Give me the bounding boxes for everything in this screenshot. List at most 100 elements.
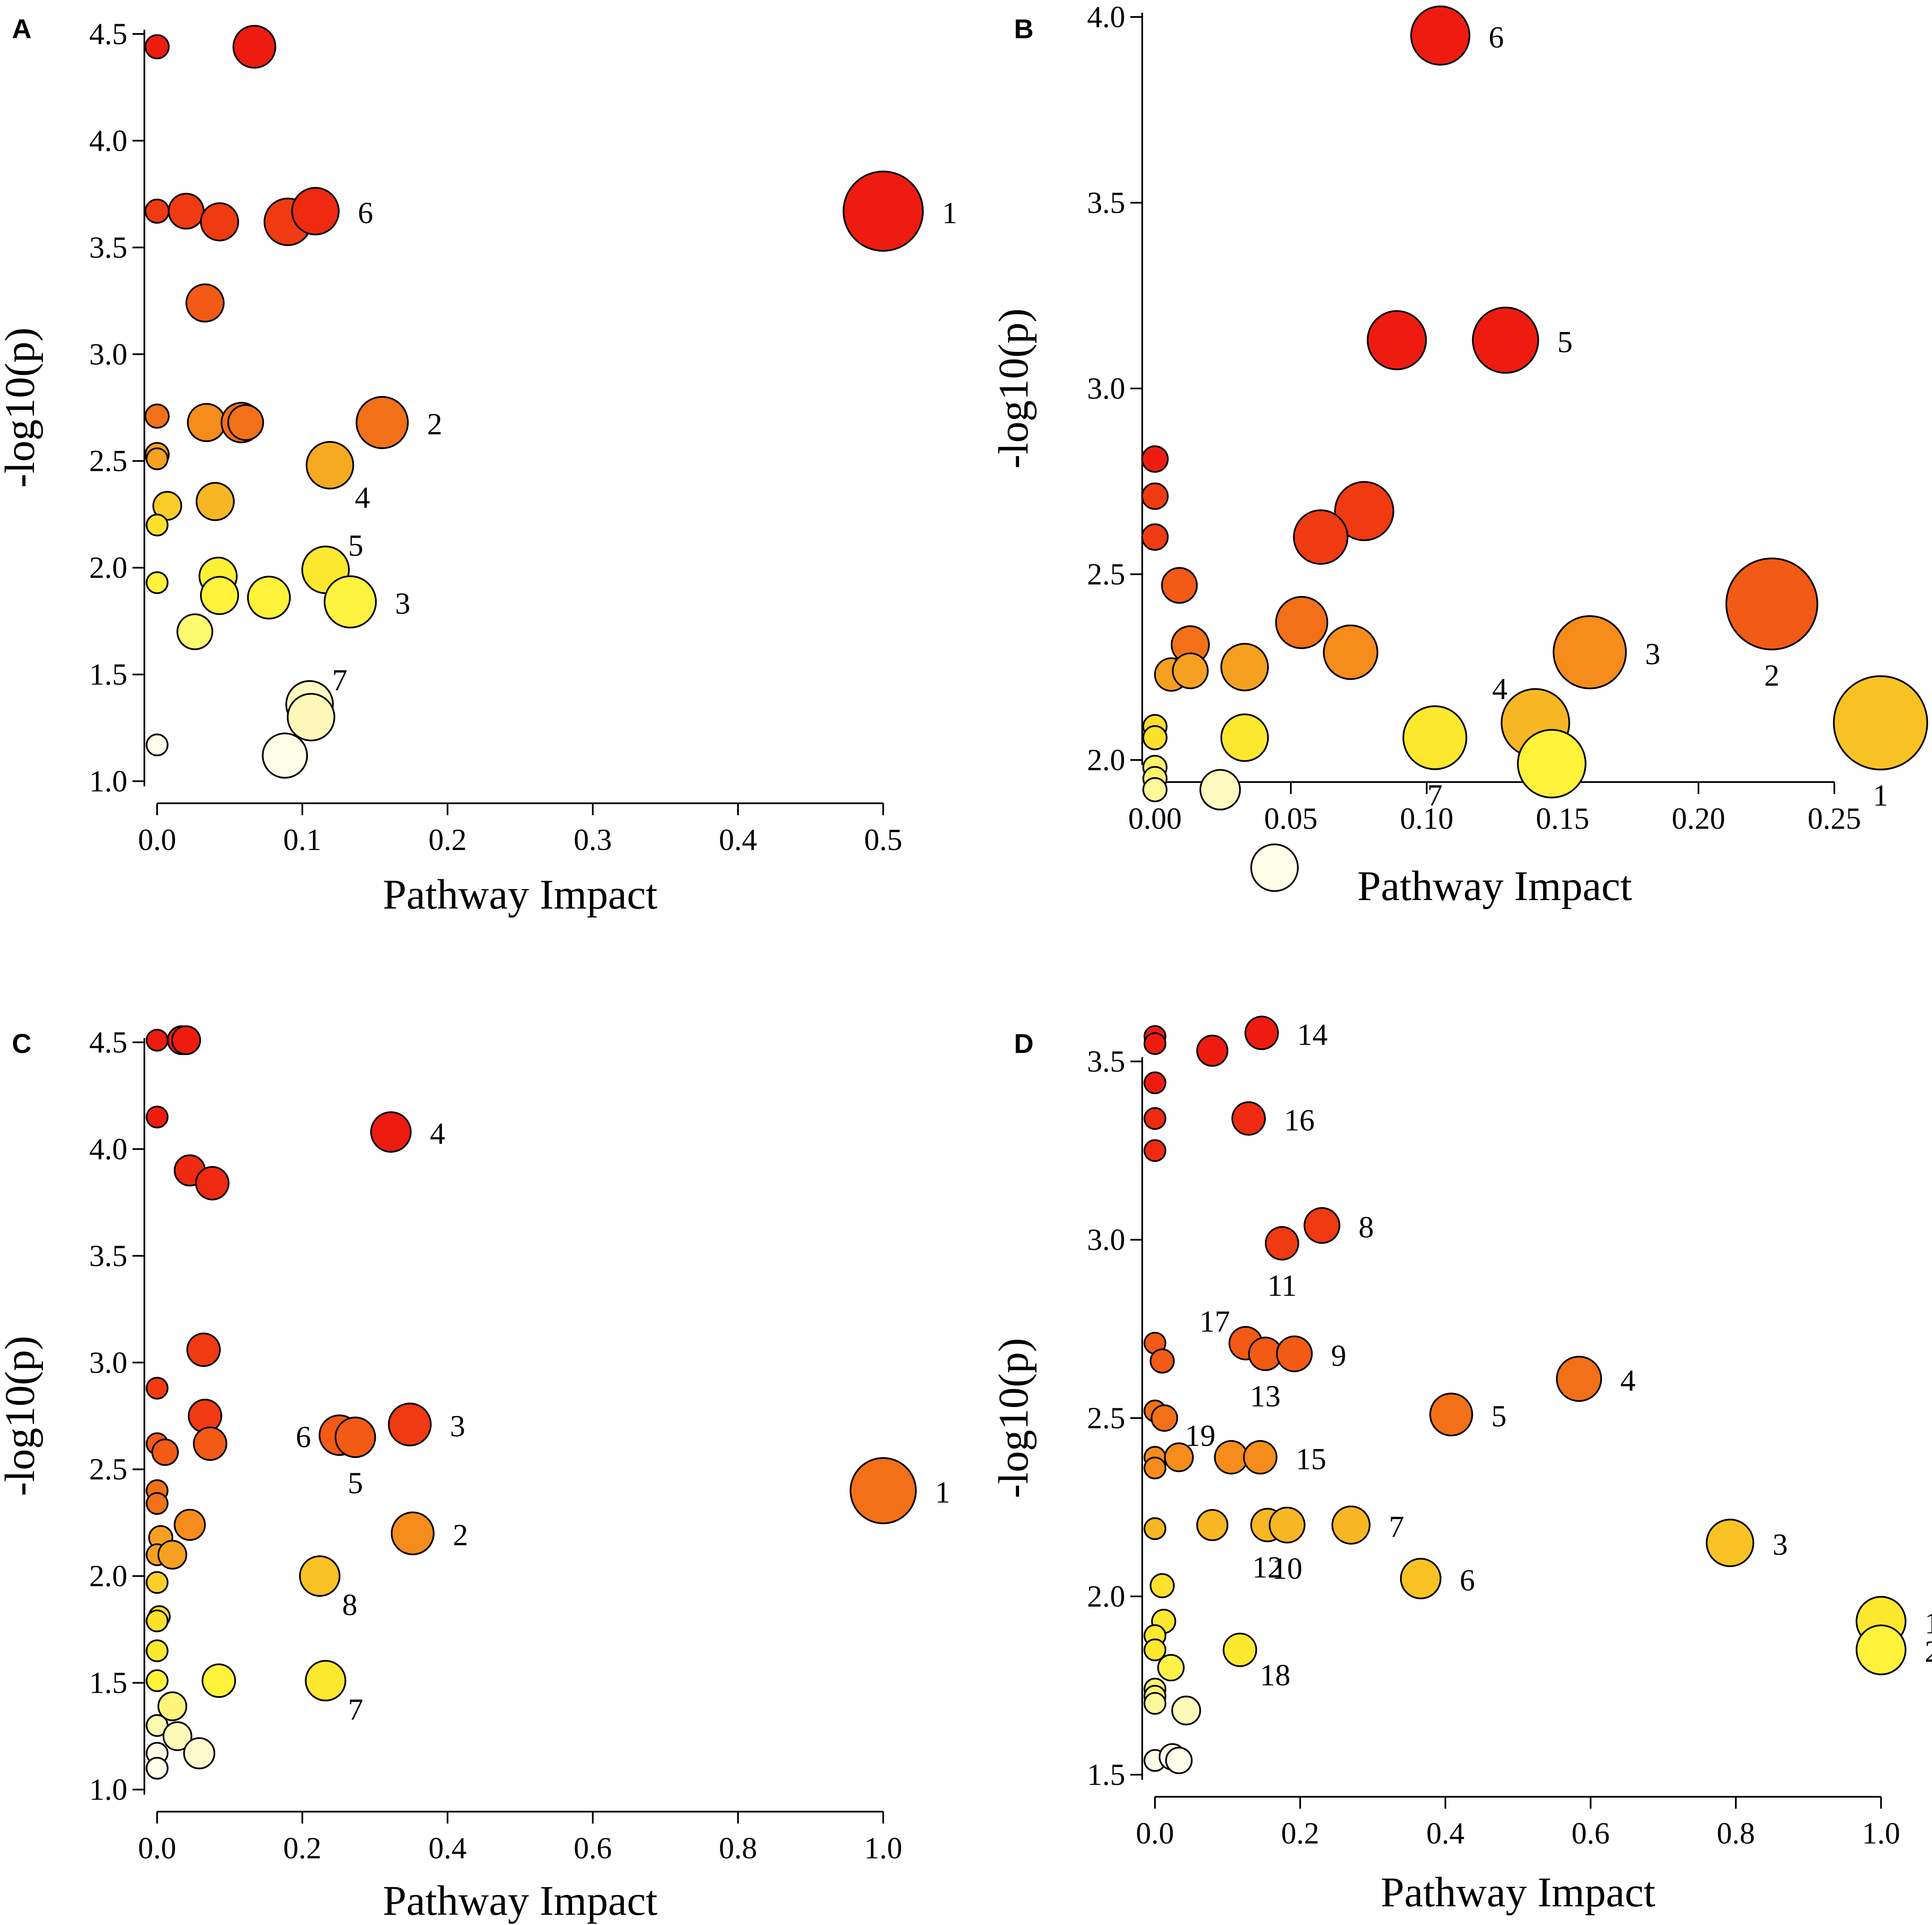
pathway-label: 4	[430, 1117, 445, 1151]
pathway-bubble	[1143, 1517, 1166, 1540]
y-tick-label: 2.0	[1087, 743, 1125, 777]
pathway-bubble	[1556, 1356, 1602, 1402]
pathway-bubble	[1250, 843, 1299, 892]
pathway-bubble	[232, 25, 276, 69]
pathway-bubble	[1196, 1035, 1228, 1067]
pathway-bubble	[1157, 1654, 1185, 1682]
pathway-bubble	[305, 441, 354, 490]
pathway-label: 8	[1359, 1210, 1374, 1244]
pathway-bubble	[1142, 777, 1168, 802]
y-tick-label: 4.0	[89, 124, 127, 158]
y-axis-title: -log10(p)	[990, 1338, 1037, 1498]
pathway-bubble	[146, 1106, 169, 1129]
y-tick-label: 3.0	[1087, 371, 1125, 405]
x-tick-label: 0.6	[574, 1831, 612, 1865]
pathway-bubble	[1164, 1442, 1194, 1472]
y-tick-label: 1.5	[89, 658, 127, 692]
pathway-bubble	[146, 1639, 169, 1662]
pathway-bubble	[200, 576, 239, 615]
pathway-bubble	[146, 1609, 169, 1632]
pathway-label: 9	[1331, 1339, 1346, 1373]
x-tick-label: 1.0	[864, 1831, 902, 1865]
pathway-bubble	[157, 1539, 187, 1570]
pathway-bubble	[146, 571, 169, 594]
pathway-label: 3	[1645, 637, 1660, 671]
y-tick-label: 1.0	[89, 764, 127, 798]
pathway-label: 4	[1492, 672, 1507, 706]
pathway-bubble	[1293, 509, 1349, 565]
panel-letter: A	[12, 14, 31, 44]
pathway-bubble	[1214, 1440, 1249, 1475]
x-tick-label: 0.25	[1808, 802, 1861, 836]
pathway-bubble	[168, 193, 205, 230]
pathway-bubble	[1366, 310, 1427, 370]
panel-letter: D	[1014, 1028, 1034, 1059]
pathway-bubble	[1141, 523, 1169, 551]
pathway-bubble	[146, 1571, 169, 1594]
pathway-label: 7	[332, 663, 347, 697]
x-tick-label: 0.2	[1281, 1816, 1319, 1850]
y-axis-title: -log10(p)	[0, 1336, 43, 1496]
x-tick-label: 0.15	[1536, 802, 1589, 836]
pathway-bubble	[1222, 1632, 1257, 1667]
x-tick-label: 0.6	[1572, 1816, 1610, 1850]
pathway-label: 2	[453, 1518, 468, 1552]
pathway-bubble	[1149, 1348, 1175, 1374]
pathway-bubble	[146, 513, 169, 537]
pathway-bubble	[262, 732, 308, 779]
pathway-bubble	[1276, 1335, 1313, 1373]
pathway-bubble	[304, 1660, 346, 1702]
pathway-bubble	[1323, 625, 1379, 680]
pathway-bubble	[1143, 1071, 1166, 1095]
x-axis-title: Pathway Impact	[383, 871, 657, 918]
pathway-bubble	[146, 733, 169, 757]
x-tick-label: 0.4	[719, 823, 757, 857]
pathway-label: 16	[1284, 1103, 1315, 1137]
y-tick-label: 3.5	[1087, 186, 1125, 220]
pathway-bubble	[227, 404, 264, 441]
panel-d: D 1.5 2.0 2.5 3.0 3.5 0.0 0.2 0.4 0.6 0.8 1.0 Pathwa…	[990, 1016, 1932, 1916]
pathway-bubble	[287, 693, 335, 742]
pathway-label: 12	[1252, 1551, 1283, 1584]
pathway-bubble	[1220, 713, 1269, 762]
pathway-bubble	[1517, 729, 1587, 799]
panel-letter: B	[1014, 14, 1034, 44]
x-axis-title: Pathway Impact	[1380, 1869, 1655, 1916]
pathway-bubble	[1472, 307, 1539, 374]
x-tick-label: 1.0	[1862, 1816, 1900, 1850]
pathway-bubble	[146, 1376, 169, 1400]
pathway-bubble	[1243, 1440, 1278, 1475]
pathway-label: 5	[348, 529, 363, 563]
pathway-bubble	[291, 187, 340, 236]
y-tick-label: 4.5	[89, 17, 127, 51]
pathway-label: 5	[348, 1466, 363, 1500]
pathway-bubble	[1331, 1506, 1371, 1545]
y-tick-label: 2.0	[1087, 1579, 1125, 1613]
pathway-bubble	[1143, 1032, 1166, 1055]
pathway-bubble	[1143, 1638, 1166, 1661]
pathway-bubble	[195, 482, 235, 521]
pathway-bubble	[1706, 1519, 1755, 1567]
pathway-label: 2	[1764, 659, 1780, 692]
y-tick-label: 3.5	[89, 231, 127, 265]
pathway-bubble	[186, 1332, 221, 1367]
pathway-bubble	[1143, 1139, 1166, 1162]
pathway-bubble	[1304, 1207, 1341, 1244]
pathway-label: 1	[1873, 779, 1888, 813]
x-axis-title: Pathway Impact	[383, 1877, 657, 1924]
pathway-bubble	[1244, 1016, 1279, 1050]
pathway-bubble	[1402, 705, 1467, 770]
y-tick-label: 1.5	[89, 1666, 127, 1700]
pathway-bubble	[1143, 1456, 1166, 1480]
pathway-bubble	[1143, 1107, 1166, 1130]
pathway-label: 6	[296, 1420, 311, 1454]
pathway-label: 3	[450, 1409, 465, 1443]
y-tick-label: 2.5	[1087, 557, 1125, 591]
pathway-bubble	[152, 491, 182, 521]
y-tick-label: 2.5	[89, 1452, 127, 1486]
pathway-bubble	[195, 1166, 230, 1201]
panel-c: C 1.0 1.5 2.0 2.5 3.0 3.5 4.0 4.5 0.0 0.2 0.4 0.6 0.8…	[0, 1025, 950, 1924]
pathway-bubble	[201, 1663, 236, 1698]
pathway-bubble	[1856, 1624, 1907, 1675]
